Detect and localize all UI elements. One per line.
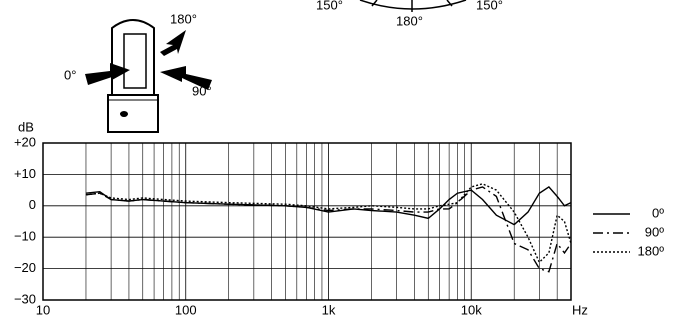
legend-label: 0º bbox=[652, 205, 664, 220]
polar-label: 150° bbox=[476, 0, 503, 12]
x-tick-label: 1k bbox=[322, 302, 336, 317]
angle-label: 180° bbox=[170, 11, 197, 26]
y-tick-label: +20 bbox=[14, 134, 36, 149]
polar-fragment bbox=[359, 0, 467, 12]
y-tick-label: +10 bbox=[14, 166, 36, 181]
plot-frame bbox=[42, 142, 572, 301]
y-tick-label: −20 bbox=[14, 260, 36, 275]
y-axis-label: dB bbox=[18, 119, 34, 134]
legend-label: 90º bbox=[645, 224, 664, 239]
angle-label: 90° bbox=[192, 83, 212, 98]
series-line bbox=[85, 183, 572, 264]
y-tick-label: −10 bbox=[14, 229, 36, 244]
x-axis-label: Hz bbox=[572, 302, 588, 317]
x-tick-label: 10 bbox=[36, 302, 50, 317]
angle-label: 0° bbox=[64, 67, 76, 82]
y-tick-label: 0 bbox=[29, 197, 36, 212]
x-tick-label: 100 bbox=[175, 302, 197, 317]
arrows bbox=[85, 30, 212, 90]
y-tick-label: −30 bbox=[14, 291, 36, 306]
polar-label: 180° bbox=[396, 13, 423, 28]
polar-label: 150° bbox=[316, 0, 343, 12]
x-tick-label: 10k bbox=[461, 302, 482, 317]
legend-label: 180º bbox=[638, 243, 665, 258]
series-line bbox=[85, 186, 572, 226]
